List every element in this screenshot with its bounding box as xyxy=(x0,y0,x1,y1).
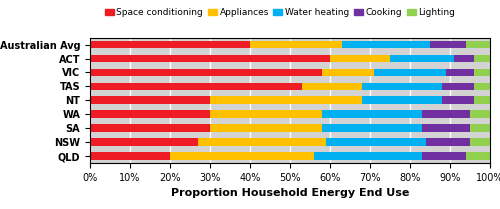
Bar xyxy=(90,69,322,76)
Bar xyxy=(362,97,442,104)
Bar xyxy=(474,83,490,90)
Bar xyxy=(302,83,362,90)
Bar xyxy=(210,124,322,132)
Bar xyxy=(426,138,470,146)
Bar xyxy=(422,124,470,132)
Bar xyxy=(330,55,390,62)
Bar xyxy=(322,110,422,118)
Bar xyxy=(446,69,474,76)
Bar xyxy=(470,124,490,132)
Bar xyxy=(422,110,470,118)
Bar xyxy=(198,138,326,146)
Bar xyxy=(250,41,342,48)
Bar xyxy=(454,55,474,62)
Bar xyxy=(474,55,490,62)
Bar xyxy=(90,55,330,62)
Bar xyxy=(470,138,490,146)
Bar xyxy=(170,152,314,160)
Bar xyxy=(90,41,250,48)
Bar xyxy=(470,110,490,118)
Bar xyxy=(210,97,362,104)
Bar xyxy=(90,138,198,146)
Bar xyxy=(210,110,322,118)
Bar xyxy=(326,138,426,146)
Bar xyxy=(422,152,466,160)
Bar xyxy=(90,110,210,118)
Bar xyxy=(474,69,490,76)
Bar xyxy=(90,97,210,104)
Bar xyxy=(322,124,422,132)
Bar xyxy=(466,41,490,48)
X-axis label: Proportion Household Energy End Use: Proportion Household Energy End Use xyxy=(171,188,409,198)
Bar xyxy=(442,97,474,104)
Bar xyxy=(90,152,170,160)
Bar xyxy=(90,124,210,132)
Bar xyxy=(90,83,302,90)
Bar xyxy=(374,69,446,76)
Bar xyxy=(314,152,422,160)
Bar xyxy=(442,83,474,90)
Bar xyxy=(342,41,430,48)
Legend: Space conditioning, Appliances, Water heating, Cooking, Lighting: Space conditioning, Appliances, Water he… xyxy=(101,5,459,21)
Bar xyxy=(322,69,374,76)
Bar xyxy=(474,97,490,104)
Bar xyxy=(362,83,442,90)
Bar xyxy=(466,152,490,160)
Bar xyxy=(430,41,466,48)
Bar xyxy=(390,55,454,62)
